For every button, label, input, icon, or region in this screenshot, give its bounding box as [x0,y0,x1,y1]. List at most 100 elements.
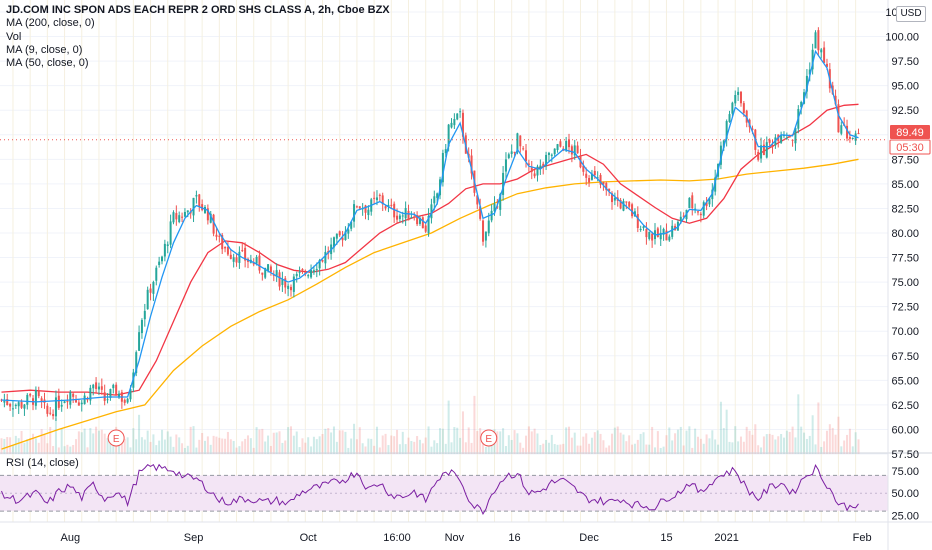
volume-bar [676,429,679,454]
volume-bar [536,433,539,454]
volume-bar [762,436,765,454]
volume-bar [717,444,720,454]
price-axis[interactable]: 102.50100.0097.5095.0092.5090.0087.5085.… [885,7,919,461]
candle-body [192,197,195,216]
volume-bar [711,430,714,454]
candle-body [413,216,416,218]
candle-body [739,91,742,104]
volume-bar [14,435,17,454]
price-tick-label: 57.50 [891,449,919,461]
volume-bar [390,435,393,454]
volume-bar [146,430,149,454]
candle-body [659,232,662,240]
volume-bar [338,430,341,454]
volume-bar [289,426,292,454]
volume-bar [671,440,674,454]
volume-bar [725,409,728,454]
volume-bar [221,438,224,454]
volume-bar [682,445,685,454]
candle-body [72,393,75,397]
bar-countdown-text: 05:30 [896,142,924,154]
volume-bar [97,430,100,454]
ma50-line [1,103,859,396]
volume-bar [659,447,662,454]
volume-bar [353,423,356,454]
candle-body [760,145,763,159]
volume-bar [126,437,129,454]
volume-bar [479,428,482,454]
candle-body [149,288,152,293]
candle-body [272,274,275,276]
volume-bar [140,437,143,454]
volume-bar [599,433,602,454]
legend-vol[interactable]: Vol [6,30,22,43]
candle-body [762,144,765,155]
volume-bar [321,433,324,454]
candle-body [364,205,367,213]
candle-body [785,137,788,139]
price-tick-label: 87.50 [891,154,919,166]
candle-body [662,228,665,235]
volume-bar [264,441,267,454]
volume-bar [396,429,399,454]
ma9-line [1,49,859,403]
volume-bar [651,426,654,454]
volume-bar [52,446,55,454]
volume-bar [679,426,682,454]
currency-button[interactable]: USD [896,6,926,22]
candle-body [29,394,32,396]
volume-bar [631,444,634,454]
volume-bar [155,445,158,454]
candle-body [611,193,614,203]
candle-body [487,220,490,234]
volume-bar [370,438,373,454]
volume-bar [602,440,605,454]
volume-bar [421,443,424,454]
symbol-title[interactable]: JD.COM INC SPON ADS EACH REPR 2 ORD SHS … [6,4,390,16]
time-tick-label: Sep [184,532,204,544]
candle-body [857,133,860,135]
candle-body [66,401,69,403]
candle-body [46,405,49,414]
legend-ma9[interactable]: MA (9, close, 0) [6,43,83,56]
volume-bar [688,426,691,454]
time-tick-label: Nov [445,532,465,544]
volume-bar [238,446,241,454]
volume-bar [95,426,98,454]
time-axis[interactable]: Aug Sep Oct 16:00 Nov 16 Dec 15 2021 Feb [61,532,872,544]
volume-bar [519,442,522,454]
candle-body [295,273,298,277]
volume-bar [80,432,83,454]
candle-body [510,151,513,155]
volume-bar [287,427,290,454]
candle-body [665,230,668,241]
candle-body [436,193,439,198]
volume-bar [327,428,330,454]
legend-ma50[interactable]: MA (50, close, 0) [6,57,89,70]
volume-bar [590,437,593,454]
candle-body [553,148,556,155]
candle-body [613,197,616,201]
candle-body [502,172,505,195]
candle-body [840,125,843,134]
candle-body [17,402,20,407]
volume-bar [387,445,390,454]
candle-body [146,289,149,310]
rsi-legend[interactable]: RSI (14, close) [6,457,79,469]
volume-bar [765,434,768,454]
candle-body [212,214,215,234]
candle-body [424,225,427,232]
volume-bar [235,447,238,454]
volume-bar [705,434,708,454]
rsi-axis[interactable]: 75.00 50.00 25.00 [891,466,919,523]
legend-ma200[interactable]: MA (200, close, 0) [6,17,95,30]
candle-body [95,382,98,389]
candle-body [570,146,573,155]
candle-body [57,395,60,408]
volume-bar [358,427,361,454]
volume-bar [780,434,783,454]
volume-bar [17,438,20,454]
candle-body [433,196,436,204]
candle-body [811,49,814,70]
